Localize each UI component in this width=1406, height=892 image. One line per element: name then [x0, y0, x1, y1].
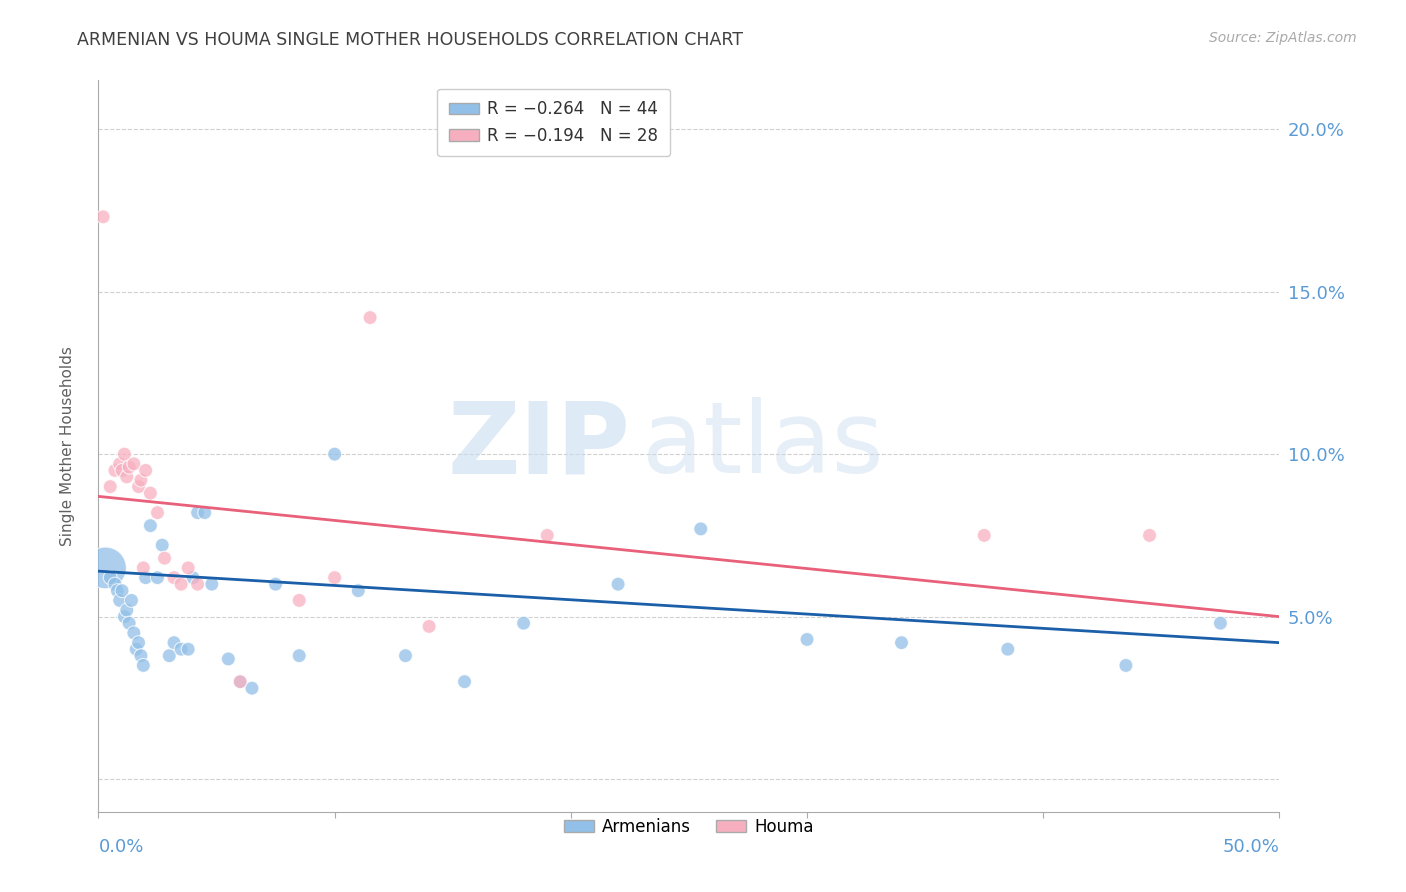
Point [512, 616, 534, 631]
Point [170, 642, 193, 657]
Text: Source: ZipAtlas.com: Source: ZipAtlas.com [1209, 31, 1357, 45]
Point [163, 635, 186, 649]
Point [1115, 658, 1137, 673]
Text: ARMENIAN VS HOUMA SINGLE MOTHER HOUSEHOLDS CORRELATION CHART: ARMENIAN VS HOUMA SINGLE MOTHER HOUSEHOL… [77, 31, 744, 49]
Point [125, 642, 148, 657]
Point [890, 635, 912, 649]
Point [418, 619, 440, 633]
Point [187, 577, 209, 591]
Point [607, 577, 630, 591]
Point [217, 652, 239, 666]
Point [118, 616, 141, 631]
Point [359, 310, 381, 325]
Point [115, 603, 138, 617]
Point [347, 583, 370, 598]
Point [118, 460, 141, 475]
Point [128, 480, 150, 494]
Point [177, 561, 200, 575]
Point [132, 658, 155, 673]
Point [796, 632, 818, 647]
Point [129, 473, 152, 487]
Legend: Armenians, Houma: Armenians, Houma [553, 806, 825, 847]
Point [139, 518, 162, 533]
Point [181, 571, 204, 585]
Text: 0.0%: 0.0% [98, 838, 143, 855]
Point [1209, 616, 1232, 631]
Point [973, 528, 995, 542]
Point [177, 642, 200, 657]
Text: 50.0%: 50.0% [1223, 838, 1279, 855]
Point [121, 593, 143, 607]
Point [323, 447, 346, 461]
Point [201, 577, 224, 591]
Point [146, 571, 169, 585]
Point [153, 551, 176, 566]
Point [689, 522, 711, 536]
Point [104, 577, 127, 591]
Point [323, 571, 346, 585]
Point [1139, 528, 1161, 542]
Point [112, 609, 135, 624]
Point [104, 463, 127, 477]
Point [135, 463, 157, 477]
Point [94, 561, 117, 575]
Point [170, 577, 193, 591]
Point [997, 642, 1019, 657]
Point [112, 447, 135, 461]
Point [111, 583, 134, 598]
Point [128, 635, 150, 649]
Point [157, 648, 180, 663]
Point [288, 593, 311, 607]
Point [453, 674, 475, 689]
Point [394, 648, 416, 663]
Point [187, 506, 209, 520]
Point [105, 583, 128, 598]
Point [98, 571, 121, 585]
Point [129, 648, 152, 663]
Point [108, 457, 131, 471]
Point [115, 470, 138, 484]
Point [122, 457, 145, 471]
Point [108, 593, 131, 607]
Point [135, 571, 157, 585]
Point [146, 506, 169, 520]
Point [132, 561, 155, 575]
Point [229, 674, 252, 689]
Point [139, 486, 162, 500]
Point [91, 210, 114, 224]
Point [98, 480, 121, 494]
Point [288, 648, 311, 663]
Y-axis label: Single Mother Households: Single Mother Households [60, 346, 75, 546]
Point [240, 681, 263, 696]
Point [150, 538, 173, 552]
Point [163, 571, 186, 585]
Text: atlas: atlas [641, 398, 883, 494]
Point [264, 577, 287, 591]
Point [536, 528, 558, 542]
Text: ZIP: ZIP [447, 398, 630, 494]
Point [111, 463, 134, 477]
Point [229, 674, 252, 689]
Point [122, 626, 145, 640]
Point [194, 506, 217, 520]
